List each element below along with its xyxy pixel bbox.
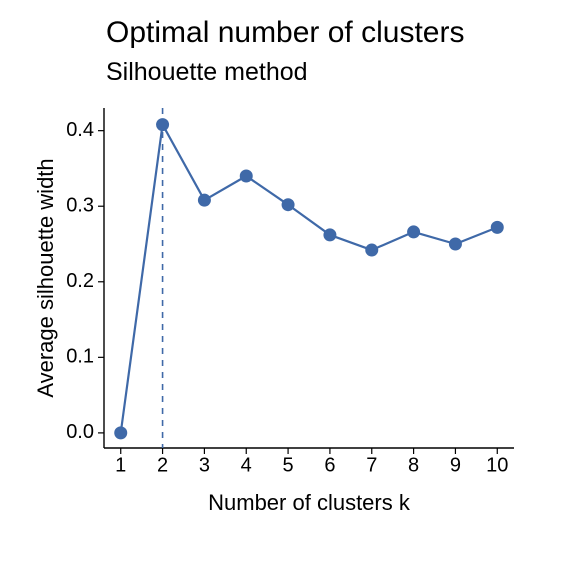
- chart-container: { "chart": { "type": "line", "title": "O…: [0, 0, 576, 576]
- y-tick-label: 0.4: [66, 119, 94, 141]
- x-tick-label: 1: [115, 455, 126, 477]
- y-axis-label: Average silhouette width: [33, 108, 59, 448]
- x-tick-label: 6: [324, 455, 335, 477]
- data-point: [282, 198, 295, 211]
- chart-title: Optimal number of clusters: [106, 16, 464, 50]
- y-tick-label: 0.2: [66, 270, 94, 292]
- data-point: [156, 118, 169, 131]
- data-point: [491, 221, 504, 234]
- x-tick-label: 2: [157, 455, 168, 477]
- x-axis-label: Number of clusters k: [104, 490, 514, 516]
- x-tick-label: 5: [283, 455, 294, 477]
- data-point: [449, 238, 462, 251]
- chart-subtitle: Silhouette method: [106, 58, 308, 87]
- y-tick-label: 0.0: [66, 421, 94, 443]
- data-point: [114, 426, 127, 439]
- x-tick-label: 4: [241, 455, 252, 477]
- data-point: [407, 225, 420, 238]
- data-point: [323, 228, 336, 241]
- x-tick-label: 9: [450, 455, 461, 477]
- x-tick-label: 10: [486, 455, 508, 477]
- silhouette-line: [121, 125, 498, 433]
- x-tick-label: 8: [408, 455, 419, 477]
- y-tick-label: 0.1: [66, 346, 94, 368]
- y-tick-label: 0.3: [66, 195, 94, 217]
- data-point: [198, 194, 211, 207]
- x-tick-label: 3: [199, 455, 210, 477]
- data-point: [240, 170, 253, 183]
- data-point: [365, 244, 378, 257]
- x-tick-label: 7: [366, 455, 377, 477]
